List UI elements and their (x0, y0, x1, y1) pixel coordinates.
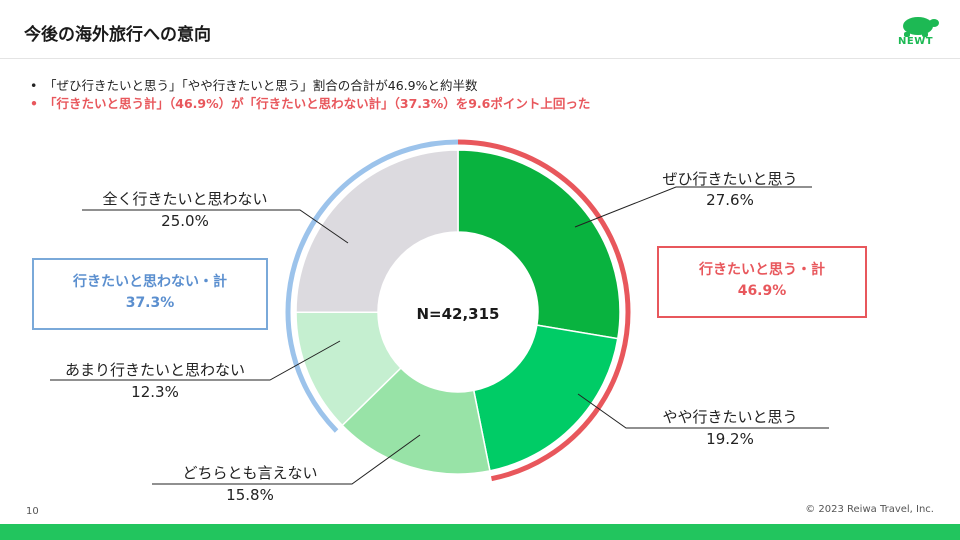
bullet-marker: • (30, 96, 38, 111)
value-label-5: 25.0% (161, 212, 209, 230)
bullet-text-1: 「ぜひ行きたいと思う」「やや行きたいと思う」割合の合計が46.9%と約半数 (44, 78, 478, 93)
group-arc-1 (457, 139, 631, 482)
leader-line-4 (50, 340, 341, 381)
sample-size-label: N=42,315 (416, 305, 500, 323)
negative-total-value: 37.3% (125, 295, 175, 311)
category-label-3: どちらとも言えない (182, 464, 318, 482)
turtle-logo-icon (903, 17, 939, 37)
donut-slice-2 (472, 324, 619, 472)
donut-slice-5 (295, 149, 459, 314)
donut-slice-1 (457, 149, 621, 340)
category-label-2: やや行きたいと思う (662, 408, 798, 426)
value-label-2: 19.2% (706, 430, 754, 448)
page-number: 10 (26, 506, 39, 517)
leader-line-1 (574, 186, 812, 228)
bullet-text-2: 「行きたいと思う計」（46.9%）が「行きたいと思わない計」（37.3%）を9.… (44, 96, 591, 111)
negative-total-box: 行きたいと思わない・計 37.3% (32, 258, 268, 330)
bullet-list: • 「ぜひ行きたいと思う」「やや行きたいと思う」割合の合計が46.9%と約半数 •… (30, 77, 590, 113)
category-label-4: あまり行きたいと思わない (64, 361, 245, 379)
footer-band (0, 524, 960, 540)
group-arc-2 (285, 139, 459, 433)
value-label-3: 15.8% (226, 486, 274, 504)
category-label-5: 全く行きたいと思わない (102, 190, 268, 208)
positive-total-label: 行きたいと思う・計 (699, 262, 825, 278)
value-label-1: 27.6% (706, 191, 754, 209)
negative-total-label: 行きたいと思わない・計 (73, 274, 227, 290)
leader-line-5 (82, 209, 349, 244)
leader-line-3 (152, 434, 421, 485)
bullet-marker: • (30, 78, 38, 93)
slide-title: 今後の海外旅行への意向 (24, 25, 211, 45)
copyright-text: © 2023 Reiwa Travel, Inc. (805, 504, 934, 515)
positive-total-value: 46.9% (737, 283, 787, 299)
positive-total-box: 行きたいと思う・計 46.9% (657, 246, 867, 318)
leader-line-2 (577, 393, 829, 429)
header-divider (0, 58, 960, 59)
donut-slice-3 (341, 366, 491, 475)
bullet-item-2: • 「行きたいと思う計」（46.9%）が「行きたいと思わない計」（37.3%）を9… (30, 95, 590, 113)
bullet-item-1: • 「ぜひ行きたいと思う」「やや行きたいと思う」割合の合計が46.9%と約半数 (30, 77, 590, 95)
category-label-1: ぜひ行きたいと思う (662, 170, 798, 188)
value-label-4: 12.3% (131, 383, 179, 401)
logo-wordmark: NEWT (898, 36, 934, 47)
